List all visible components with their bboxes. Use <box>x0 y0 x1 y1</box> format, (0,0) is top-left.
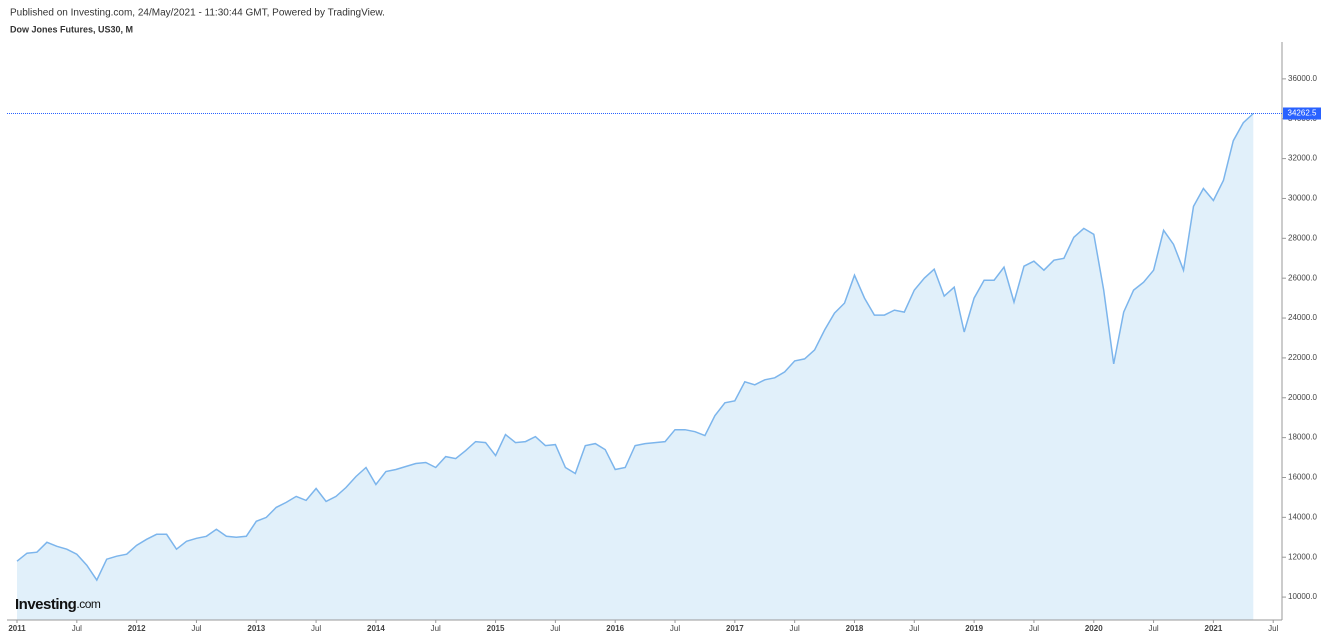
y-tick-label: 24000.0 <box>1288 313 1317 322</box>
x-tick-label: 2015 <box>487 624 505 633</box>
price-line <box>16 112 1254 582</box>
x-tick-label: Jul <box>550 624 560 633</box>
y-tick-label: 14000.0 <box>1288 512 1317 521</box>
x-tick-label: Jul <box>1029 624 1039 633</box>
x-tick-label: 2021 <box>1205 624 1223 633</box>
y-tick-label: 30000.0 <box>1288 194 1317 203</box>
x-tick-label: 2020 <box>1085 624 1103 633</box>
last-value-box <box>1283 107 1321 120</box>
chart-subtitle: Dow Jones Futures, US30, M <box>10 24 133 34</box>
x-tick-label: Jul <box>191 624 201 633</box>
x-tick-label: Jul <box>431 624 441 633</box>
x-tick-label: Jul <box>790 624 800 633</box>
last-value-label: 34262.5 <box>1288 109 1317 118</box>
x-tick-label: 2011 <box>8 624 26 633</box>
x-tick-label: 2018 <box>846 624 864 633</box>
x-tick-label: 2013 <box>247 624 265 633</box>
y-tick-label: 32000.0 <box>1288 154 1317 163</box>
plot-area <box>16 112 1254 620</box>
x-tick-label: 2016 <box>606 624 624 633</box>
x-tick-label: Jul <box>670 624 680 633</box>
y-tick-label: 26000.0 <box>1288 273 1317 282</box>
watermark-suffix: .com <box>76 597 101 611</box>
x-tick-label: 2017 <box>726 624 744 633</box>
x-tick-label: 2012 <box>128 624 146 633</box>
y-tick-label: 12000.0 <box>1288 552 1317 561</box>
y-tick-label: 28000.0 <box>1288 233 1317 242</box>
x-tick-label: Jul <box>72 624 82 633</box>
x-tick-label: Jul <box>909 624 919 633</box>
y-tick-label: 10000.0 <box>1288 592 1317 601</box>
y-tick-label: 18000.0 <box>1288 433 1317 442</box>
y-tick-label: 36000.0 <box>1288 74 1317 83</box>
watermark-main: Investing <box>15 596 77 613</box>
area-fill <box>17 113 1254 620</box>
chart-title: Published on Investing.com, 24/May/2021 … <box>10 8 385 19</box>
x-tick-label: 2014 <box>367 624 385 633</box>
y-tick-label: 16000.0 <box>1288 473 1317 482</box>
x-tick-label: 2019 <box>965 624 983 633</box>
y-tick-label: 22000.0 <box>1288 353 1317 362</box>
x-tick-label: Jul <box>311 624 321 633</box>
y-tick-label: 20000.0 <box>1288 393 1317 402</box>
watermark: Investing.com <box>15 596 101 613</box>
x-tick-label: Jul <box>1268 624 1278 633</box>
x-tick-label: Jul <box>1148 624 1158 633</box>
